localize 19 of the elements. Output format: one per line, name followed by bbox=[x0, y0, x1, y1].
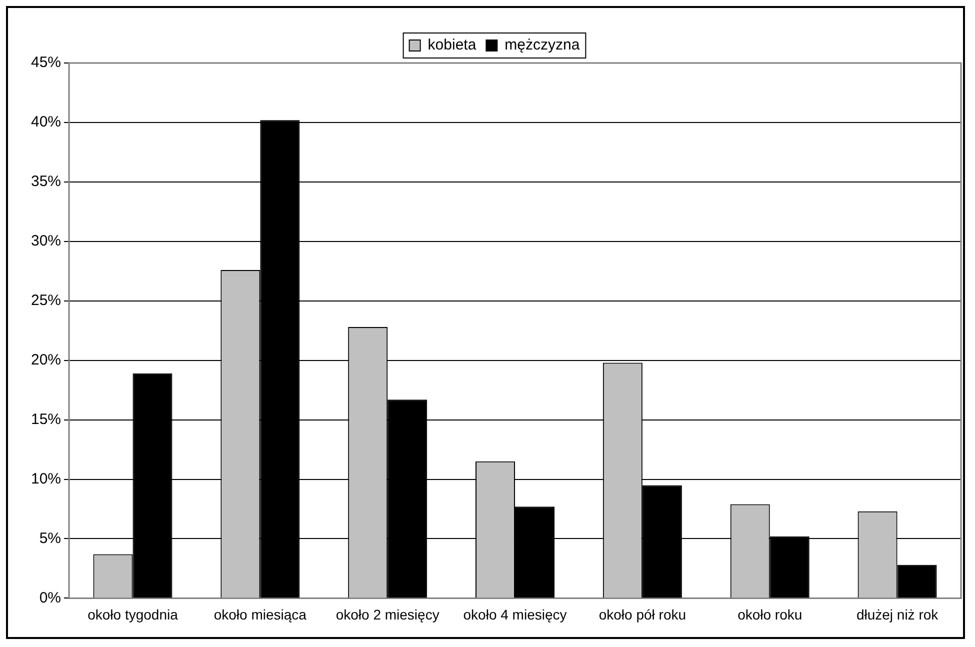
y-tick-label: 15% bbox=[30, 410, 62, 428]
y-tick-label: 0% bbox=[39, 589, 62, 606]
y-tick-label: 35% bbox=[30, 173, 62, 190]
legend-label: mężczyzna bbox=[504, 36, 580, 54]
legend-label: kobieta bbox=[428, 36, 477, 54]
y-tick-label: 20% bbox=[30, 351, 62, 368]
x-tick-label: około tygodnia bbox=[88, 606, 178, 622]
y-tick-label: 25% bbox=[30, 292, 62, 310]
x-tick-label: dłużej niż rok bbox=[856, 606, 940, 622]
y-tick-label: 10% bbox=[30, 470, 62, 488]
y-tick-label: 45% bbox=[30, 54, 62, 72]
x-tick-label: około 4 miesięcy bbox=[463, 606, 567, 622]
y-tick-label: 40% bbox=[30, 114, 62, 131]
y-tick-label: 5% bbox=[39, 530, 62, 547]
x-tick-label: około miesiąca bbox=[214, 606, 307, 622]
y-tick-label: 30% bbox=[30, 232, 62, 250]
x-tick-label: około 2 miesięcy bbox=[336, 606, 440, 622]
x-tick-label: około pół roku bbox=[598, 606, 686, 622]
x-tick-label: około roku bbox=[738, 606, 802, 622]
